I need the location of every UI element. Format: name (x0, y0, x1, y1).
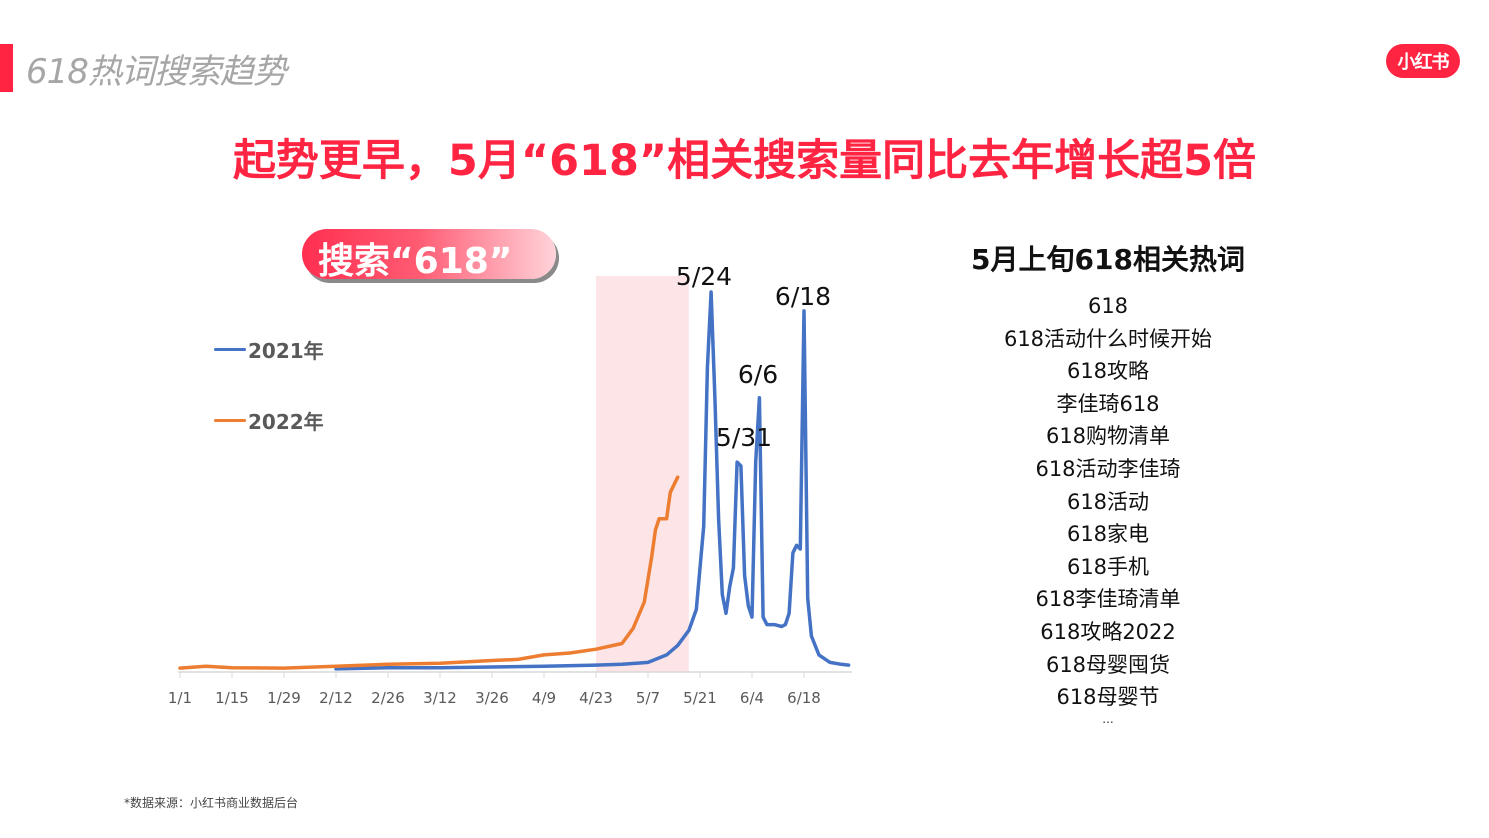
keyword-item: 618购物清单 (1045, 424, 1171, 449)
page-headline: 起势更早，5月“618”相关搜索量同比去年增长超5倍 (232, 136, 1257, 186)
x-tick-label: 4/23 (579, 689, 613, 707)
x-tick-label: 5/21 (683, 689, 717, 707)
keywords-panel-title: 5月上旬618相关热词 (971, 243, 1245, 276)
chart-title-pill (302, 229, 556, 279)
x-tick-label: 3/12 (423, 689, 457, 707)
plot-area: 1/1 1/15 1/29 2/12 2/26 3/12 3/26 4/9 4/23 5/7 5/2… (168, 262, 852, 707)
series-line-2021年 (334, 290, 851, 671)
keyword-item: 618母婴节 (1056, 685, 1160, 710)
keyword-item: 618李佳琦清单 (1035, 587, 1181, 612)
keyword-item: 618活动什么时候开始 (1003, 326, 1213, 351)
keywords-more-ellipsis: ... (1102, 712, 1114, 726)
x-tick-label: 1/29 (267, 689, 301, 707)
keyword-item: 618活动 (1066, 489, 1150, 514)
legend-item-2022: 2022年 (214, 406, 324, 435)
peak-annotation: 5/31 (716, 423, 772, 452)
highlight-band (596, 276, 689, 672)
section-accent-bar (0, 44, 13, 92)
legend-label: 2021年 (248, 339, 324, 363)
x-tick-label: 4/9 (532, 689, 556, 707)
x-tick-label: 1/1 (168, 689, 192, 707)
series-line-2022年 (178, 475, 680, 670)
legend-item-2021: 2021年 (214, 335, 324, 364)
section-title: 618热词搜索趋势 (26, 52, 287, 92)
keyword-item: 618手机 (1066, 554, 1150, 579)
x-tick-label: 5/7 (636, 689, 660, 707)
data-source-footnote: *数据来源：小红书商业数据后台 (124, 796, 299, 810)
keyword-item: 618母婴囤货 (1045, 652, 1171, 677)
legend-line-icon (214, 348, 246, 351)
keyword-item: 618 (1087, 294, 1129, 318)
keyword-item: 618攻略 (1066, 359, 1150, 384)
peak-annotation: 6/18 (775, 282, 831, 311)
x-tick-label: 2/26 (371, 689, 405, 707)
keyword-item: 618攻略2022 (1040, 619, 1176, 644)
x-tick-label: 2/12 (319, 689, 353, 707)
x-tick-label: 6/18 (787, 689, 821, 707)
legend-label: 2022年 (248, 410, 324, 434)
x-tick-label: 6/4 (740, 689, 764, 707)
chart-title-pill-label: 搜索“618” (318, 241, 513, 282)
keyword-item: 李佳琦618 (1056, 391, 1160, 416)
legend-line-icon (214, 419, 246, 422)
peak-annotation: 5/24 (676, 262, 732, 291)
x-tick-label: 1/15 (215, 689, 249, 707)
keyword-item: 618家电 (1066, 522, 1150, 547)
keywords-list: 618 618活动什么时候开始 618攻略李佳琦618 618购物清单 618活动李佳琦… (958, 290, 1258, 714)
peak-annotation: 6/6 (738, 360, 778, 389)
xiaohongshu-logo: 小红书 (1386, 44, 1460, 78)
keyword-item: 618活动李佳琦 (1035, 456, 1181, 481)
x-tick-label: 3/26 (475, 689, 509, 707)
